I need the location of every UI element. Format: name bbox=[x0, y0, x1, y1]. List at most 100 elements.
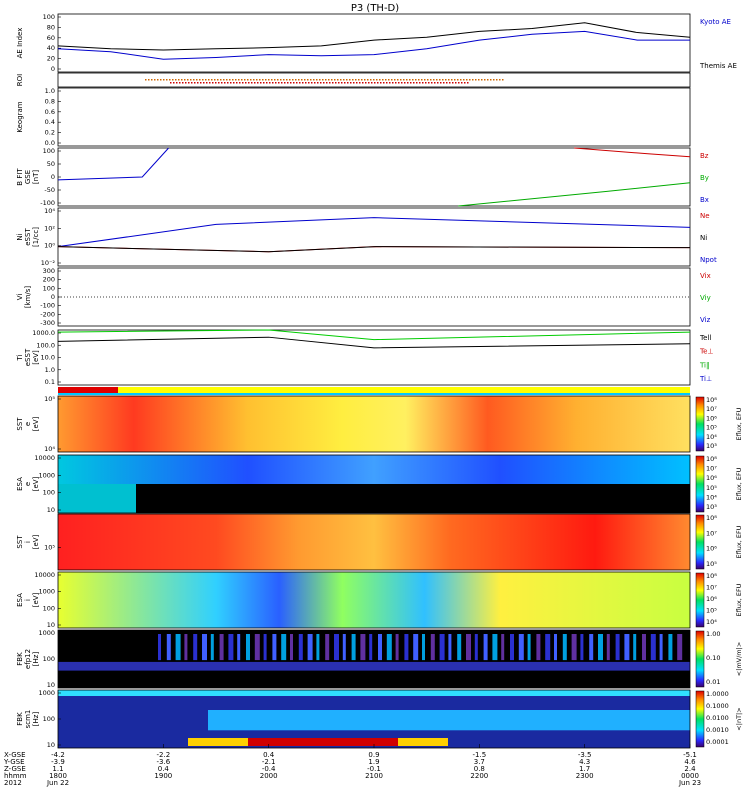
roi-dot bbox=[383, 82, 385, 84]
fbk-e12-band bbox=[518, 634, 524, 661]
roi-dot bbox=[422, 82, 424, 84]
roi-dot bbox=[343, 79, 345, 81]
x-tick-label: -3.5 bbox=[578, 751, 592, 759]
roi-dot bbox=[284, 82, 286, 84]
y-axis-label: e bbox=[24, 482, 32, 486]
roi-dot bbox=[448, 79, 450, 81]
colorbar-label: Eflux, EFU bbox=[735, 525, 743, 558]
roi-dot bbox=[338, 82, 340, 84]
roi-dot bbox=[236, 82, 238, 84]
fbk-e12-band bbox=[228, 634, 234, 661]
roi-dot bbox=[484, 79, 486, 81]
fbk-e12-band bbox=[281, 634, 287, 661]
fbk-e12-band bbox=[606, 634, 610, 661]
roi-dot bbox=[344, 82, 346, 84]
roi-dot bbox=[310, 79, 312, 81]
fbk-e12-band bbox=[580, 634, 584, 661]
y-tick-label: 100 bbox=[43, 147, 55, 155]
roi-dot bbox=[370, 79, 372, 81]
y-axis-label: [eV] bbox=[32, 592, 40, 607]
roi-dot bbox=[355, 79, 357, 81]
legend-entry: Te⊥ bbox=[699, 348, 714, 356]
colorbar-tick-label: 1.00 bbox=[706, 630, 720, 638]
roi-dot bbox=[386, 82, 388, 84]
roi-dot bbox=[166, 79, 168, 81]
fbk-e12-band bbox=[615, 634, 620, 661]
fbk-e12-band bbox=[316, 634, 320, 661]
roi-dot bbox=[224, 82, 226, 84]
roi-dot bbox=[416, 82, 418, 84]
legend-entry: Tell bbox=[699, 334, 711, 342]
roi-dot bbox=[404, 82, 406, 84]
roi-dot bbox=[227, 82, 229, 84]
roi-dot bbox=[419, 82, 421, 84]
roi-dot bbox=[323, 82, 325, 84]
roi-dot bbox=[299, 82, 301, 84]
fbk-e12-band bbox=[659, 634, 663, 661]
x-row-label: 2012 bbox=[4, 779, 22, 787]
series-tell bbox=[57, 336, 691, 349]
roi-dot bbox=[335, 82, 337, 84]
colorbar-tick-label: 10⁸ bbox=[706, 455, 717, 463]
y-tick-label: 10.0 bbox=[41, 354, 55, 362]
roi-dot bbox=[215, 82, 217, 84]
roi-dot bbox=[442, 79, 444, 81]
fbk-e12-band bbox=[545, 634, 551, 661]
y-axis-label: [eV] bbox=[32, 416, 40, 431]
x-tick-label: -5.1 bbox=[683, 751, 697, 759]
roi-dot bbox=[409, 79, 411, 81]
roi-dot bbox=[233, 82, 235, 84]
roi-dot bbox=[377, 82, 379, 84]
roi-dot bbox=[331, 79, 333, 81]
heatmap-sst-e bbox=[58, 396, 690, 452]
colorbar-tick-label: 0.0001 bbox=[706, 738, 729, 746]
roi-dot bbox=[145, 79, 147, 81]
coverage-bar bbox=[58, 387, 690, 393]
y-tick-label: 100 bbox=[43, 284, 55, 292]
y-axis-label: SST bbox=[16, 417, 24, 431]
roi-dot bbox=[266, 82, 268, 84]
fbk-e12-band bbox=[290, 634, 293, 661]
panel-fbk_scm: FBK scm1 [Hz] 1000 100 10 1.0000 0.1000 0.0100 0.… bbox=[16, 689, 743, 749]
roi-dot bbox=[341, 82, 343, 84]
roi-dot bbox=[308, 82, 310, 84]
roi-dot bbox=[385, 79, 387, 81]
roi-dot bbox=[281, 82, 283, 84]
roi-dot bbox=[317, 82, 319, 84]
y-axis-label: eSST bbox=[24, 348, 32, 366]
roi-dot bbox=[427, 79, 429, 81]
series-ti-par bbox=[57, 329, 691, 341]
colorbar-label: <|nT|> bbox=[735, 707, 743, 730]
y-axis-label: ROI bbox=[16, 74, 24, 86]
roi-dot bbox=[425, 82, 427, 84]
colorbar-label: Eflux, EFU bbox=[735, 583, 743, 616]
roi-dot bbox=[413, 82, 415, 84]
legend-entry: Bx bbox=[700, 196, 709, 204]
heatmap-esa-i bbox=[58, 572, 690, 628]
roi-dot bbox=[352, 79, 354, 81]
roi-dot bbox=[373, 79, 375, 81]
roi-dot bbox=[478, 79, 480, 81]
roi-dot bbox=[220, 79, 222, 81]
roi-dot bbox=[305, 82, 307, 84]
fbk-e12-band bbox=[237, 634, 241, 661]
roi-dot bbox=[493, 79, 495, 81]
fbk-e12-band bbox=[175, 634, 181, 661]
colorbar-tick-label: 10⁸ bbox=[706, 514, 717, 522]
y-tick-label: -100 bbox=[40, 302, 55, 310]
roi-dot bbox=[211, 79, 213, 81]
roi-dot bbox=[418, 79, 420, 81]
roi-dot bbox=[251, 82, 253, 84]
roi-dot bbox=[298, 79, 300, 81]
fbk-e12-band bbox=[554, 634, 557, 661]
colorbar-tick-label: 10⁶ bbox=[706, 414, 717, 422]
roi-dot bbox=[361, 79, 363, 81]
coverage-bar-red bbox=[58, 387, 118, 393]
roi-dot bbox=[314, 82, 316, 84]
panel-keogram: Keogram 1.0 0.8 0.6 0.4 0.2 0.0 bbox=[16, 87, 691, 147]
fbk-e12-band bbox=[422, 634, 425, 661]
x-tick-label: 0.9 bbox=[368, 751, 379, 759]
roi-dot bbox=[197, 82, 199, 84]
y-axis-label: [Hz] bbox=[32, 652, 40, 667]
